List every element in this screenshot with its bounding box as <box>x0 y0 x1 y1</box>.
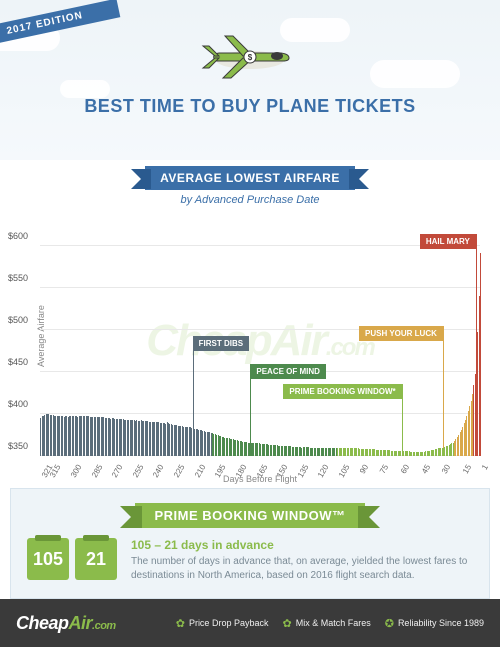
prime-heading: 105 – 21 days in advance <box>131 538 473 552</box>
bars-container <box>40 246 480 456</box>
main-title: BEST TIME TO BUY PLANE TICKETS <box>0 96 500 117</box>
footer-item: ✪Reliability Since 1989 <box>385 617 484 630</box>
x-tick: 1 <box>480 463 490 471</box>
airplane-icon: $ <box>195 28 305 93</box>
y-tick: $600 <box>8 231 28 241</box>
svg-text:$: $ <box>248 53 253 62</box>
prime-section: PRIME BOOKING WINDOW™ 105 21 105 – 21 da… <box>10 488 490 599</box>
byline: by Advanced Purchase Date <box>0 194 500 206</box>
sky-header: 2017 EDITION $ BEST TIME TO BUY PLANE TI… <box>0 0 500 160</box>
chart-area: CheapAir.com Average Airfare $350$400$45… <box>40 216 480 476</box>
y-tick: $450 <box>8 357 28 367</box>
calendar-icon: 105 <box>27 538 69 580</box>
calendar-icons: 105 21 <box>27 538 117 580</box>
subtitle-ribbon: AVERAGE LOWEST AIRFARE <box>145 166 355 190</box>
footer-item: ✿Mix & Match Fares <box>282 617 370 630</box>
footer: CheapAir.com ✿Price Drop Payback ✿Mix & M… <box>0 599 500 647</box>
y-tick: $400 <box>8 399 28 409</box>
infographic-container: 2017 EDITION $ BEST TIME TO BUY PLANE TI… <box>0 0 500 630</box>
y-tick: $500 <box>8 315 28 325</box>
prime-body-text: The number of days in advance that, on a… <box>131 555 473 582</box>
footer-item: ✿Price Drop Payback <box>176 617 269 630</box>
bar <box>480 253 481 456</box>
y-tick: $550 <box>8 273 28 283</box>
calendar-icon: 21 <box>75 538 117 580</box>
prime-ribbon: PRIME BOOKING WINDOW™ <box>135 503 365 528</box>
y-tick: $350 <box>8 441 28 451</box>
footer-logo: CheapAir.com <box>16 613 116 634</box>
x-axis-label: Days Before Flight <box>40 474 480 484</box>
